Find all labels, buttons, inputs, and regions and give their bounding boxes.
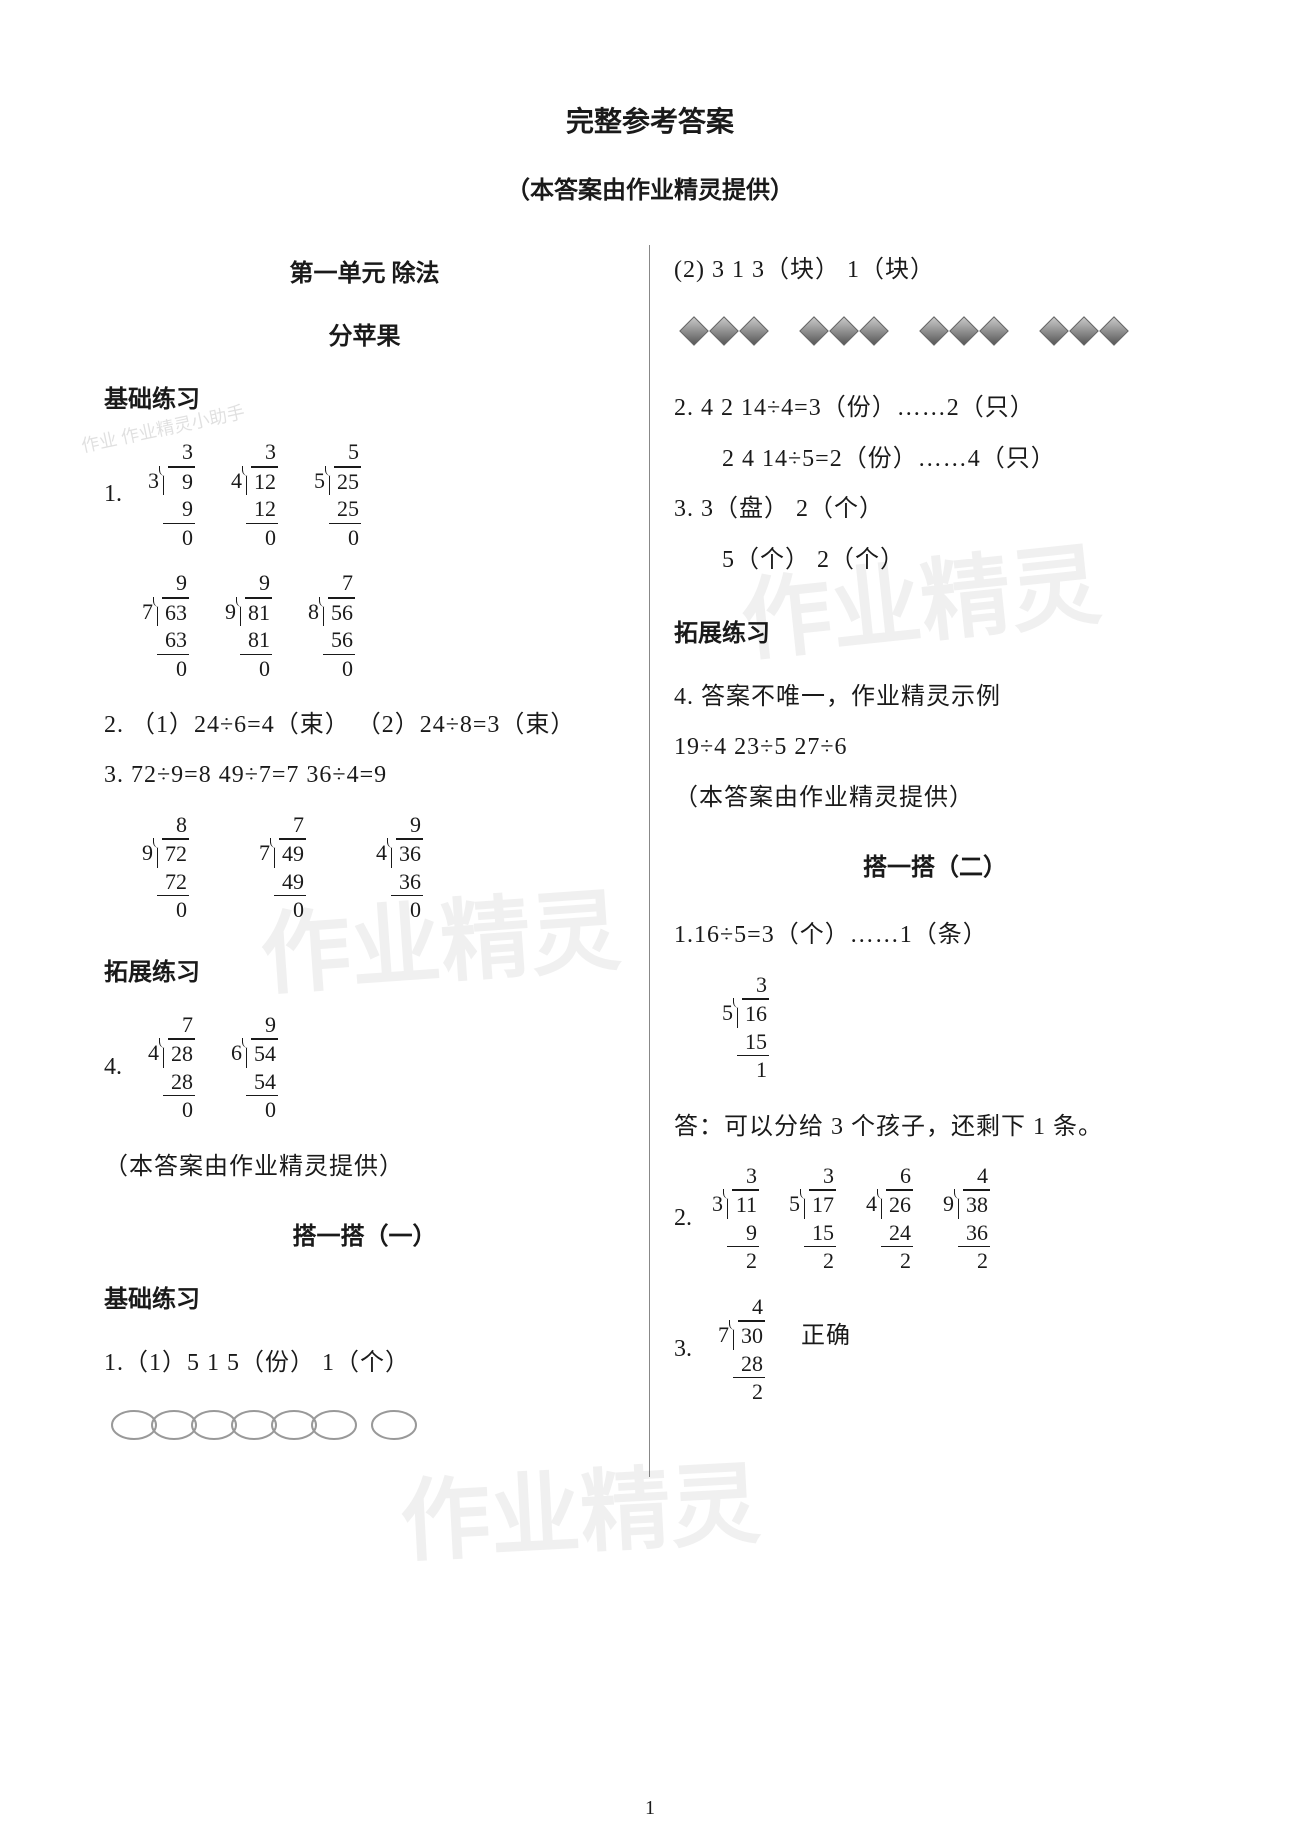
long-division: 5 525 25 0 <box>314 438 361 551</box>
section-title: 拓展练习 <box>674 613 1196 648</box>
answer-line: 5（个） 2（个） <box>674 535 1196 585</box>
credit-line: （本答案由作业精灵提供） <box>674 773 1196 823</box>
answer-line: (2) 3 1 3（块） 1（块） <box>674 245 1196 295</box>
longdiv-row: 4. 7 428 28 0 9 654 54 0 <box>104 1011 625 1124</box>
answer-line: 2. （1）24÷6=4（束） （2）24÷8=3（束） <box>104 700 625 750</box>
answer-line: 2. 4 2 14÷4=3（份）……2（只） <box>674 383 1196 433</box>
page-number: 1 <box>0 1797 1300 1820</box>
topic-title: 搭一搭（二） <box>674 847 1196 882</box>
long-division: 3 517 15 2 <box>789 1162 836 1275</box>
longdiv-row: 3. 4 730 28 2 正确 <box>674 1293 1196 1406</box>
long-division: 3 412 12 0 <box>231 438 278 551</box>
answer-line: 19÷4 23÷5 27÷6 <box>674 722 1196 772</box>
answer-line: 答：可以分给 3 个孩子，还剩下 1 条。 <box>674 1102 1196 1152</box>
answer-line: 3. 3（盘） 2（个） <box>674 484 1196 534</box>
section-title: 拓展练习 <box>104 952 625 987</box>
subtitle: （本答案由作业精灵提供） <box>80 170 1220 205</box>
long-division: 9 981 81 0 <box>225 569 272 682</box>
question-number: 4. <box>104 1054 122 1081</box>
long-division: 8 972 72 0 <box>142 811 189 924</box>
section-title: 基础练习 <box>104 1279 625 1314</box>
answer-line: 1.16÷5=3（个）……1（条） <box>674 910 1196 960</box>
question-number: 1. <box>104 481 122 508</box>
question-number: 3. <box>674 1336 692 1363</box>
right-column: (2) 3 1 3（块） 1（块） <box>650 245 1220 1477</box>
long-division: 7 428 28 0 <box>148 1011 195 1124</box>
section-title: 基础练习 <box>104 379 625 414</box>
topic-title: 分苹果 <box>104 316 625 351</box>
credit-line: （本答案由作业精灵提供） <box>104 1142 625 1192</box>
answer-line: 3. 72÷9=8 49÷7=7 36÷4=9 <box>104 750 625 800</box>
long-division: 3 311 9 2 <box>712 1162 759 1275</box>
long-division: 6 426 24 2 <box>866 1162 913 1275</box>
longdiv-row: 8 972 72 0 7 749 49 0 9 436 36 0 <box>104 811 625 924</box>
longdiv-row: 2. 3 311 9 2 3 517 15 2 6 426 24 2 4 938… <box>674 1162 1196 1275</box>
main-title: 完整参考答案 <box>80 100 1220 140</box>
topic-title: 搭一搭（一） <box>104 1216 625 1251</box>
long-division: 3 516 15 1 <box>722 971 769 1084</box>
longdiv-row: 1. 3 39 9 0 3 412 12 0 5 525 25 0 <box>104 438 625 551</box>
long-division: 7 749 49 0 <box>259 811 306 924</box>
page-header: 完整参考答案 （本答案由作业精灵提供） <box>80 100 1220 205</box>
question-number: 2. <box>674 1205 692 1232</box>
answer-line: 1.（1）5 1 5（份） 1（个） <box>104 1338 625 1388</box>
long-division: 9 436 36 0 <box>376 811 423 924</box>
two-column-layout: 第一单元 除法 分苹果 基础练习 1. 3 39 9 0 3 412 12 0 … <box>80 245 1220 1477</box>
long-division: 3 39 9 0 <box>148 438 195 551</box>
answer-line: 2 4 14÷5=2（份）……4（只） <box>674 434 1196 484</box>
decorative-diamond-row <box>674 307 1196 355</box>
long-division: 4 730 28 2 <box>718 1293 765 1406</box>
answer-label: 正确 <box>801 1311 851 1361</box>
longdiv-row: 9 763 63 0 9 981 81 0 7 856 56 0 <box>104 569 625 682</box>
unit-title: 第一单元 除法 <box>104 253 625 288</box>
answer-line: 4. 答案不唯一，作业精灵示例 <box>674 672 1196 722</box>
long-division: 7 856 56 0 <box>308 569 355 682</box>
long-division: 9 654 54 0 <box>231 1011 278 1124</box>
long-division: 4 938 36 2 <box>943 1162 990 1275</box>
decorative-fish-row <box>104 1401 625 1449</box>
long-division: 9 763 63 0 <box>142 569 189 682</box>
longdiv-row: 3 516 15 1 <box>674 971 1196 1084</box>
